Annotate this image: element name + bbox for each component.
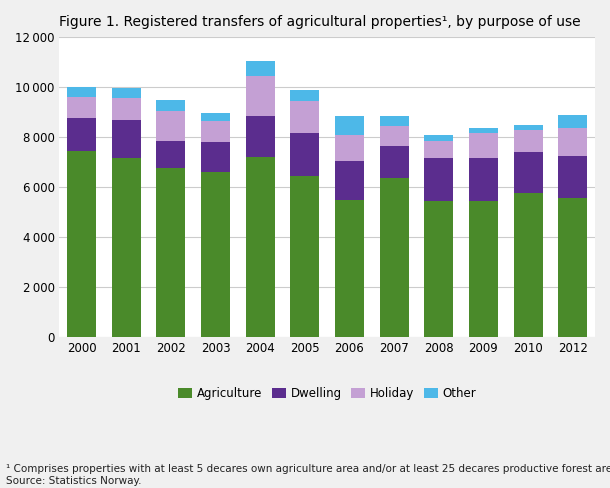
Bar — [469, 133, 498, 159]
Bar — [335, 161, 364, 200]
Bar — [290, 176, 320, 337]
Bar — [469, 159, 498, 201]
Bar — [335, 116, 364, 135]
Bar — [246, 61, 274, 76]
Bar — [558, 115, 587, 128]
Bar — [379, 126, 409, 146]
Bar — [156, 141, 185, 168]
Bar — [201, 121, 230, 142]
Bar — [201, 142, 230, 172]
Bar — [558, 156, 587, 199]
Bar — [246, 157, 274, 337]
Bar — [112, 120, 141, 159]
Bar — [67, 119, 96, 151]
Bar — [246, 76, 274, 116]
Bar — [335, 135, 364, 161]
Bar — [425, 135, 453, 141]
Text: Figure 1. Registered transfers of agricultural properties¹, by purpose of use: Figure 1. Registered transfers of agricu… — [59, 15, 581, 29]
Bar — [425, 201, 453, 337]
Bar — [156, 100, 185, 111]
Bar — [469, 128, 498, 133]
Bar — [290, 90, 320, 101]
Bar — [514, 124, 542, 130]
Bar — [201, 172, 230, 337]
Bar — [469, 201, 498, 337]
Text: ¹ Comprises properties with at least 5 decares own agriculture area and/or at le: ¹ Comprises properties with at least 5 d… — [6, 464, 610, 486]
Bar — [514, 152, 542, 193]
Bar — [246, 116, 274, 157]
Bar — [201, 113, 230, 121]
Bar — [112, 88, 141, 99]
Bar — [379, 146, 409, 179]
Bar — [514, 193, 542, 337]
Bar — [558, 128, 587, 156]
Bar — [379, 179, 409, 337]
Legend: Agriculture, Dwelling, Holiday, Other: Agriculture, Dwelling, Holiday, Other — [173, 382, 481, 405]
Bar — [290, 133, 320, 176]
Bar — [67, 97, 96, 119]
Bar — [425, 159, 453, 201]
Bar — [156, 168, 185, 337]
Bar — [514, 130, 542, 152]
Bar — [67, 87, 96, 97]
Bar — [112, 99, 141, 120]
Bar — [112, 159, 141, 337]
Bar — [67, 151, 96, 337]
Bar — [156, 111, 185, 141]
Bar — [558, 199, 587, 337]
Bar — [290, 101, 320, 133]
Bar — [425, 141, 453, 159]
Bar — [335, 200, 364, 337]
Bar — [379, 116, 409, 126]
